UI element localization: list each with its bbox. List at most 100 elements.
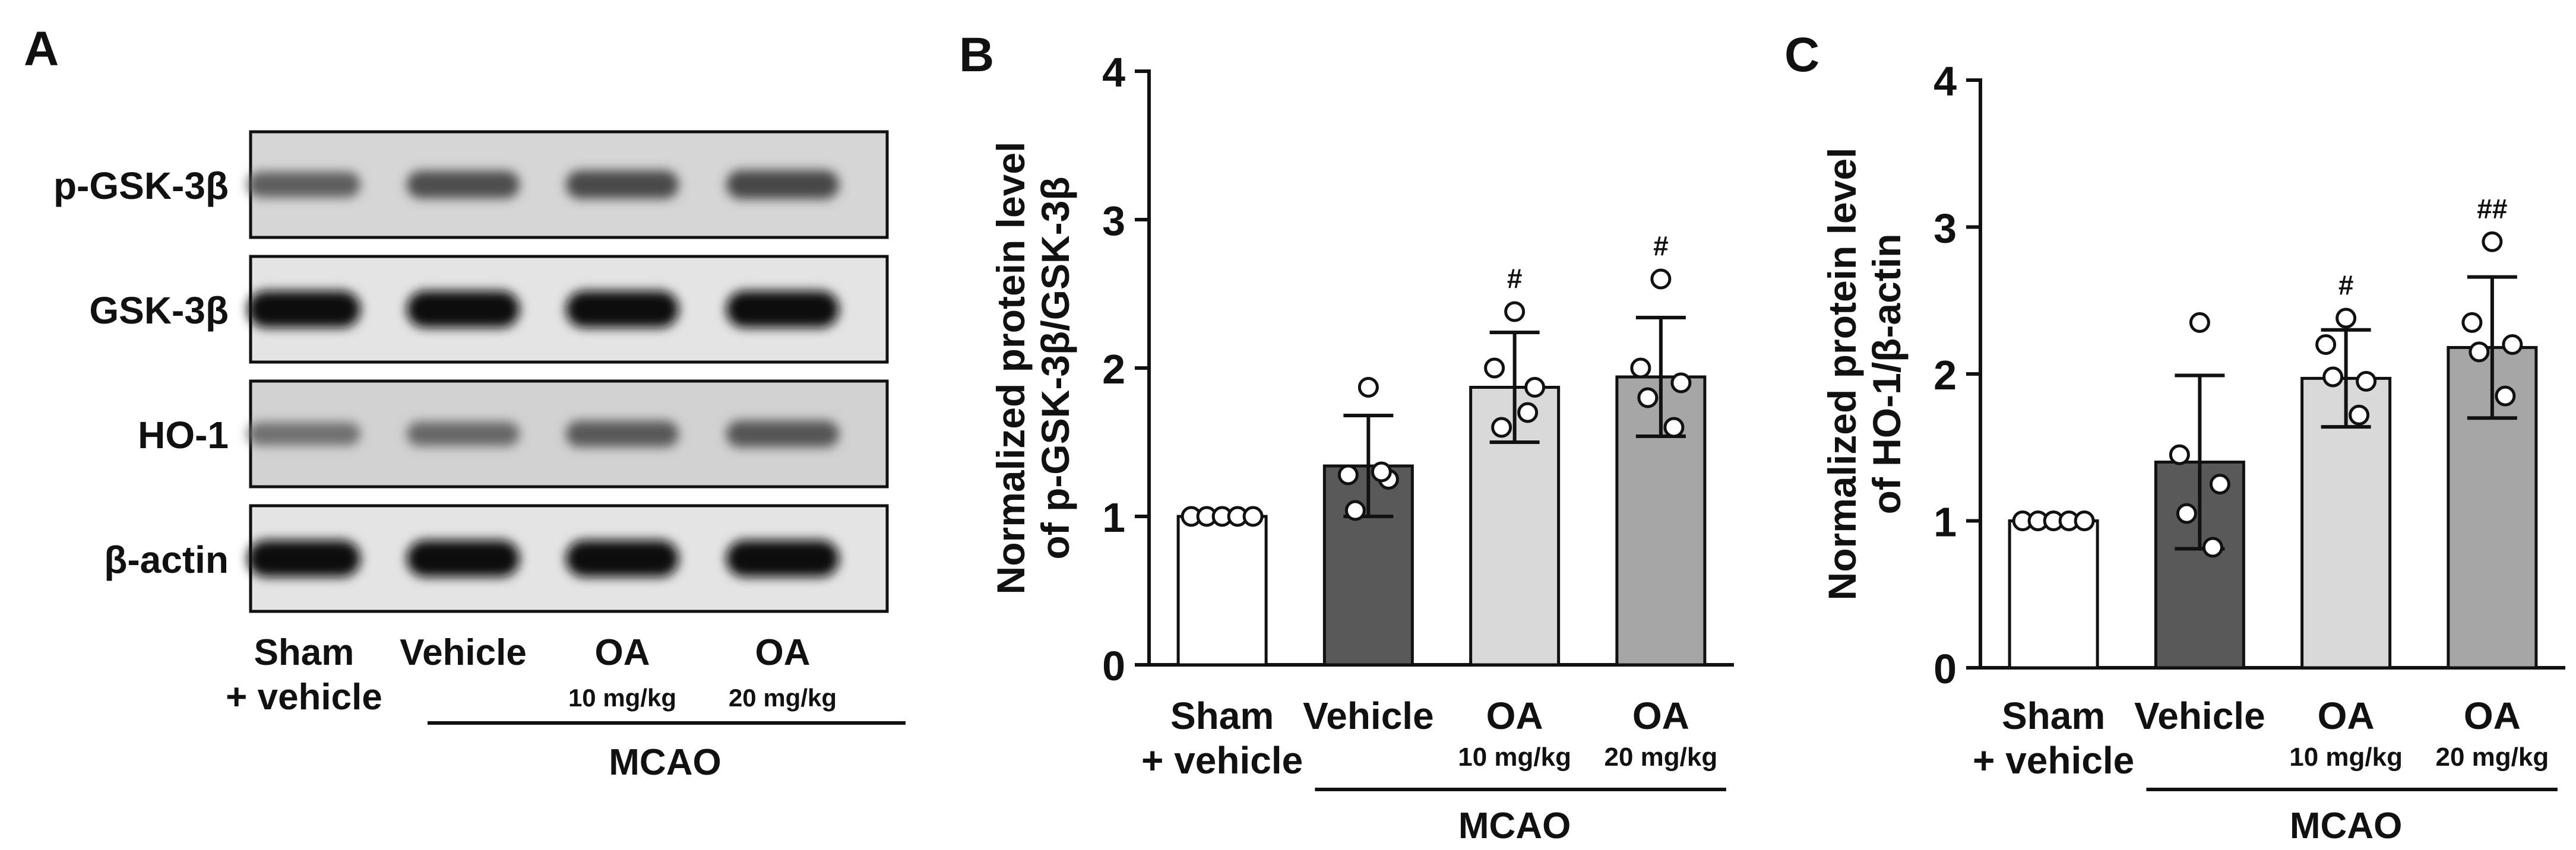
data-point: [1491, 417, 1512, 438]
data-point: [1524, 377, 1546, 398]
blot-band: [248, 291, 360, 328]
blot-band: [566, 420, 679, 448]
panel-a-letter: A: [24, 22, 59, 76]
blot-band: [407, 421, 520, 446]
x-tick-dose-label: 10 mg/kg: [2289, 743, 2403, 772]
data-point: [1670, 372, 1692, 394]
significance-label: ##: [2477, 193, 2507, 224]
y-axis-label: of p-GSK-3β/GSK-3β: [1033, 176, 1077, 559]
x-tick-label: OA: [2318, 694, 2375, 737]
data-point: [1337, 464, 1359, 486]
data-point: [2209, 474, 2230, 495]
lane-dose-label: 10 mg/kg: [568, 684, 676, 712]
x-tick-label-line2: + vehicle: [1141, 739, 1303, 782]
y-axis-label: Normalized protein level: [989, 142, 1033, 595]
data-point: [2176, 503, 2197, 524]
significance-label: #: [1653, 230, 1669, 261]
data-point: [2356, 370, 2377, 392]
data-point: [2202, 537, 2223, 558]
blot-label: GSK-3β: [89, 289, 229, 332]
data-point: [2315, 334, 2337, 355]
data-point: [2169, 444, 2190, 465]
y-tick-label: 0: [1933, 646, 1957, 692]
y-tick-label: 3: [1933, 205, 1957, 252]
lane-label: OA: [595, 632, 650, 673]
blot-band: [726, 291, 839, 328]
panel-a-western-blot: A p-GSK-3β GSK-3β HO-1 β-actin Sham+ vehicle…: [24, 22, 906, 783]
mcao-group-label: MCAO: [1458, 805, 1571, 846]
data-point: [2502, 334, 2523, 355]
panel-letter: C: [1784, 28, 1819, 82]
bar: [2008, 519, 2099, 670]
x-tick-label: Vehicle: [1303, 694, 1434, 737]
data-point: [1504, 301, 1526, 322]
data-point: [1663, 417, 1685, 438]
panel-b-chart: B 0 1 2 3 4 Normalized protein level of p-GSK-3…: [959, 28, 1734, 846]
blot-band: [726, 420, 839, 448]
y-tick-label: 2: [1102, 346, 1125, 392]
data-point: [2495, 385, 2516, 407]
blot-band: [407, 540, 520, 577]
data-point: [1637, 387, 1659, 408]
x-tick-label: OA: [1486, 694, 1543, 737]
blot-band: [248, 422, 360, 446]
blot-band: [726, 170, 839, 199]
data-point: [2336, 307, 2357, 329]
data-point: [1484, 357, 1505, 379]
data-point: [2189, 312, 2210, 333]
x-tick-label: OA: [2464, 694, 2521, 737]
blot-band: [248, 172, 360, 198]
lane-label: OA: [755, 632, 811, 673]
x-tick-dose-label: 10 mg/kg: [1458, 743, 1571, 772]
x-tick-label-line2: + vehicle: [1973, 739, 2134, 782]
x-tick-dose-label: 20 mg/kg: [1605, 743, 1718, 772]
data-point: [1344, 500, 1366, 521]
blot-band: [566, 540, 679, 577]
mcao-group-label: MCAO: [609, 742, 721, 783]
lane-label: Sham: [254, 632, 355, 673]
blot-band: [566, 170, 679, 199]
y-tick-label: 1: [1102, 494, 1125, 541]
bar: [1322, 464, 1414, 667]
lane-label-line2: + vehicle: [226, 677, 382, 718]
blot-band: [566, 291, 679, 328]
y-tick-label: 0: [1102, 643, 1125, 689]
data-point: [2461, 312, 2483, 333]
data-point: [2074, 510, 2095, 531]
significance-label: #: [2338, 269, 2354, 300]
data-point: [1357, 377, 1379, 398]
mcao-group-label: MCAO: [2290, 805, 2402, 846]
blot-band: [726, 540, 839, 577]
data-point: [1242, 506, 1264, 527]
blot-band: [407, 170, 520, 199]
panel-c-chart: C 0 1 2 3 4 Normalized protein level of HO-1/β-…: [1784, 28, 2565, 846]
panel-letter: B: [959, 28, 994, 82]
data-point: [1371, 461, 1392, 483]
bar: [1176, 515, 1268, 667]
x-tick-label: Vehicle: [2134, 694, 2265, 737]
blot-label: p-GSK-3β: [53, 164, 229, 207]
blot-label: HO-1: [138, 414, 229, 456]
data-point: [2322, 366, 2344, 388]
y-tick-label: 3: [1102, 198, 1125, 244]
x-tick-label: Sham: [2002, 694, 2105, 737]
x-tick-dose-label: 20 mg/kg: [2436, 743, 2549, 772]
data-point: [1517, 402, 1539, 423]
x-tick-label: OA: [1632, 694, 1689, 737]
significance-label: #: [1507, 263, 1523, 294]
y-tick-label: 4: [1102, 49, 1125, 96]
y-axis-label: Normalized protein level: [1820, 148, 1864, 601]
data-point: [2469, 341, 2490, 363]
blot-band: [407, 291, 520, 328]
data-point: [1650, 268, 1672, 290]
y-tick-label: 4: [1933, 58, 1957, 104]
y-tick-label: 1: [1933, 499, 1957, 545]
lane-dose-label: 20 mg/kg: [729, 684, 837, 712]
y-axis-label: of HO-1/β-actin: [1865, 234, 1909, 515]
data-point: [2482, 231, 2503, 252]
data-point: [1630, 357, 1651, 379]
blot-band: [248, 540, 360, 577]
data-point: [2349, 404, 2370, 426]
x-tick-label: Sham: [1170, 694, 1274, 737]
